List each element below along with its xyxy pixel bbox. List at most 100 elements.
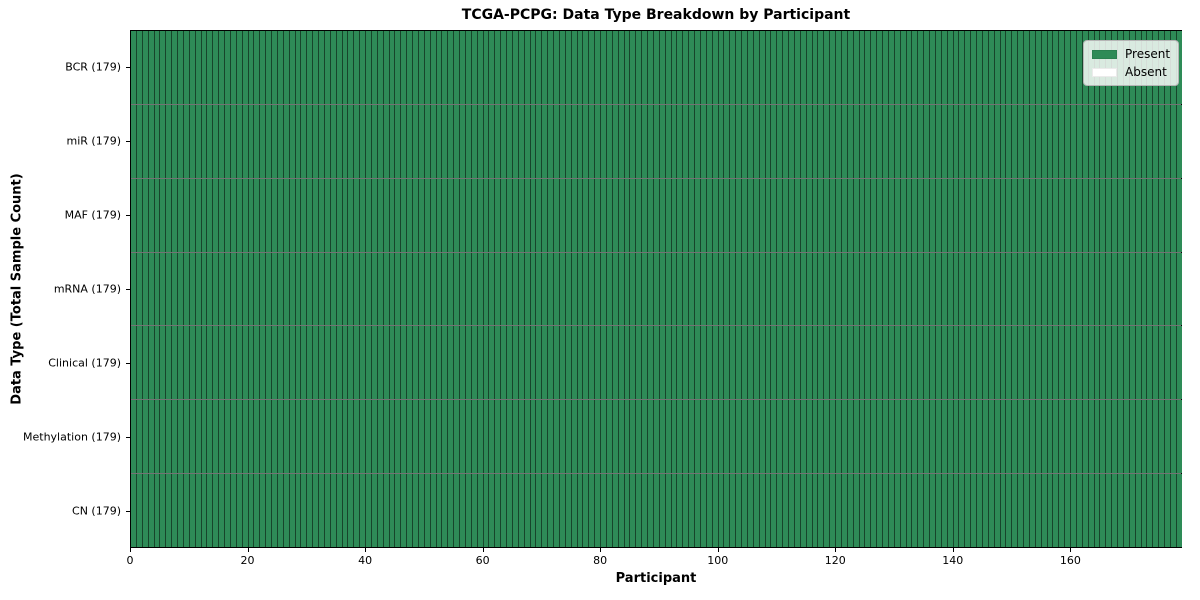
heatmap-cell (953, 178, 960, 252)
heatmap-cell (148, 474, 155, 548)
heatmap-cell (812, 400, 819, 474)
heatmap-cell (800, 104, 807, 178)
heatmap-row-BCR (131, 31, 1182, 105)
heatmap-cell (871, 474, 878, 548)
heatmap-cell (747, 252, 754, 326)
heatmap-cell (571, 400, 578, 474)
heatmap-cell (1035, 474, 1042, 548)
heatmap-cell (501, 178, 507, 252)
heatmap-cell (624, 326, 631, 400)
heatmap-cell (1053, 104, 1060, 178)
heatmap-cell (841, 31, 848, 104)
heatmap-cell (859, 31, 866, 104)
heatmap-cell (689, 178, 695, 252)
heatmap-cell (465, 178, 472, 252)
heatmap-cell (1029, 400, 1036, 474)
heatmap-cell (507, 400, 513, 474)
heatmap-cell (1041, 178, 1048, 252)
heatmap-cell (894, 31, 901, 104)
heatmap-cell (471, 400, 478, 474)
heatmap-cell (965, 474, 972, 548)
heatmap-cell (912, 31, 919, 104)
heatmap-cell (501, 252, 507, 326)
heatmap-cell (501, 326, 507, 400)
heatmap-cell (924, 252, 930, 326)
heatmap-cell (407, 400, 413, 474)
heatmap-cell (577, 31, 584, 104)
heatmap-cell (1147, 178, 1154, 252)
heatmap-cell (1071, 326, 1077, 400)
heatmap-cell (759, 104, 766, 178)
heatmap-cell (583, 31, 590, 104)
heatmap-cell (659, 252, 666, 326)
heatmap-cell (1029, 474, 1036, 548)
heatmap-cell (501, 400, 507, 474)
heatmap-cell (888, 178, 895, 252)
heatmap-cell (548, 178, 554, 252)
heatmap-cell (794, 400, 801, 474)
heatmap-cell (136, 326, 143, 400)
heatmap-cell (683, 178, 690, 252)
heatmap-cell (1153, 252, 1160, 326)
heatmap-cell (1165, 474, 1171, 548)
heatmap-cell (836, 326, 842, 400)
heatmap-cell (142, 326, 149, 400)
heatmap-cell (700, 400, 707, 474)
heatmap-cell (853, 104, 860, 178)
heatmap-cell (460, 104, 466, 178)
heatmap-cell (777, 104, 784, 178)
heatmap-cell (1006, 178, 1013, 252)
heatmap-cell (794, 31, 801, 104)
heatmap-cell (489, 252, 496, 326)
heatmap-cell (160, 252, 167, 326)
heatmap-cell (577, 400, 584, 474)
heatmap-cell (554, 178, 560, 252)
heatmap-cell (1000, 400, 1007, 474)
heatmap-cell (612, 252, 619, 326)
heatmap-cell (1141, 252, 1148, 326)
heatmap-cell (283, 31, 290, 104)
heatmap-cell (706, 104, 713, 178)
heatmap-cell (295, 252, 302, 326)
y-tick-label-miR: miR (179) (66, 134, 122, 148)
heatmap-cell (601, 178, 607, 252)
heatmap-cell (565, 400, 572, 474)
heatmap-cell (413, 400, 419, 474)
y-tick-mark (126, 67, 130, 68)
heatmap-cell (201, 326, 208, 400)
heatmap-cell (524, 326, 531, 400)
heatmap-cell (1047, 474, 1054, 548)
heatmap-cell (160, 178, 167, 252)
heatmap-cell (689, 104, 695, 178)
heatmap-cell (301, 474, 308, 548)
heatmap-cell (742, 104, 748, 178)
heatmap-cell (577, 252, 584, 326)
heatmap-cell (401, 400, 408, 474)
heatmap-cell (965, 178, 972, 252)
heatmap-cell (377, 104, 384, 178)
heatmap-cell (736, 178, 742, 252)
heatmap-cell (677, 178, 684, 252)
heatmap-cell (871, 178, 878, 252)
heatmap-cell (266, 400, 272, 474)
heatmap-cell (142, 31, 149, 104)
heatmap-cell (583, 104, 590, 178)
heatmap-cell (1076, 326, 1083, 400)
heatmap-cell (448, 104, 455, 178)
heatmap-cell (965, 326, 972, 400)
heatmap-cell (154, 252, 161, 326)
heatmap-cell (888, 252, 895, 326)
heatmap-cell (1135, 326, 1142, 400)
heatmap-cell (977, 400, 983, 474)
heatmap-cell (366, 252, 372, 326)
heatmap-cell (1100, 178, 1107, 252)
heatmap-cell (924, 400, 930, 474)
heatmap-cell (765, 326, 772, 400)
heatmap-cell (131, 104, 137, 178)
heatmap-cell (730, 31, 737, 104)
heatmap-cell (883, 31, 889, 104)
heatmap-cell (595, 178, 601, 252)
heatmap-cell (718, 178, 725, 252)
heatmap-cell (930, 252, 936, 326)
heatmap-cell (648, 178, 654, 252)
